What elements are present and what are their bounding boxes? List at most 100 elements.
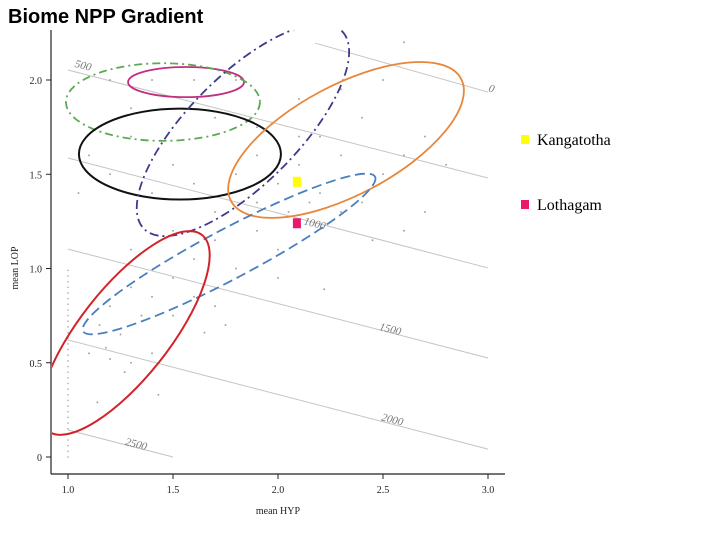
axes: mean HYP mean LOP 1.0 1.5 2.0 2.5 3.0 0 0.5 1.0… [10,30,505,517]
x-tick-label: 2.0 [272,485,285,496]
legend-label-kangatotha: Kangatotha [537,132,611,149]
scatter-point [277,248,279,251]
scatter-point [214,211,216,213]
scatter-point [287,211,290,213]
contour-lines: 0 500 1000 1500 2000 2500 [67,42,496,458]
scatter-point [235,79,237,81]
scatter-point [172,164,174,166]
scatter-point [403,154,405,157]
scatter-point [109,173,111,176]
scatter-point [256,201,258,204]
scatter-point [67,286,69,289]
ellipse-green [65,62,261,142]
scatter-points [67,41,447,458]
y-axis-label: mean LOP [10,246,21,289]
contour-line [314,42,489,93]
contour-line [67,429,174,458]
scatter-point [67,343,69,345]
scatter-point [256,230,258,232]
scatter-point [67,382,69,385]
biome-ellipses [52,30,465,436]
scatter-point [67,303,69,306]
ellipse-orange [227,61,465,219]
scatter-point [361,116,363,119]
scatter-point [67,399,69,402]
scatter-point [130,248,132,251]
x-tick-label: 2.5 [377,485,390,496]
scatter-point [105,346,107,349]
x-tick-label: 3.0 [482,485,495,496]
scatter-point [323,288,325,291]
scatter-point [172,314,174,317]
scatter-point [67,377,69,379]
scatter-point [172,277,174,279]
ellipse-magenta [127,66,245,99]
scatter-point [123,371,126,373]
scatter-point [277,182,279,185]
scatter-point [256,126,258,128]
scatter-point [67,297,69,300]
scatter-point [67,450,69,453]
scatter-point [319,192,321,194]
scatter-point [67,444,69,447]
ellipse-purple [135,30,351,238]
scatter-point [203,331,206,334]
scatter-point [67,388,69,390]
legend-label-lothagam: Lothagam [537,197,602,214]
scatter-point [157,393,160,396]
scatter-point [67,456,69,458]
ellipse-black [77,107,282,201]
legend-swatch-lothagam [521,200,529,209]
scatter-point [277,277,279,279]
x-axis-label: mean HYP [256,506,301,517]
scatter-point [67,320,69,322]
scatter-point [256,154,258,157]
scatter-point [88,154,90,157]
scatter-point [109,358,111,360]
scatter-point [67,280,69,283]
contour-label: 1000 [302,215,327,232]
scatter-point [67,394,69,396]
contour-label: 1500 [378,321,403,338]
contour-line [67,69,489,179]
scatter-point [340,154,342,157]
scatter-point [403,230,405,232]
scatter-point [77,192,80,194]
scatter-point [151,79,153,81]
scatter-point [67,360,69,362]
scatter-point [67,411,69,413]
scatter-point [361,201,363,204]
contour-label: 2000 [380,412,405,429]
scatter-point [235,173,237,176]
scatter-point [88,352,90,355]
scatter-point [67,309,69,311]
scatter-point [67,371,69,373]
scatter-point [424,211,426,213]
scatter-point [67,269,69,272]
x-tick-label: 1.5 [167,485,180,496]
scatter-point [67,422,69,424]
contour-line [67,157,489,269]
scatter-point [224,324,227,326]
scatter-point [298,164,300,166]
scatter-point [67,337,69,339]
y-tick-label: 2.0 [30,76,43,87]
scatter-point [98,324,101,326]
scatter-point [382,79,384,81]
scatter-point [371,239,374,242]
scatter-point [151,352,153,355]
legend-swatch-kangatotha [521,135,529,144]
scatter-point [193,258,195,260]
ellipse-red [52,230,211,436]
scatter-point [214,239,216,242]
scatter-point [193,295,195,298]
contour-line [67,248,489,359]
scatter-point [130,107,132,110]
scatter-point [67,416,69,419]
scatter-point [140,314,143,317]
scatter-point [130,135,132,138]
scatter-point [67,354,69,356]
y-tick-label: 0.5 [30,359,43,370]
